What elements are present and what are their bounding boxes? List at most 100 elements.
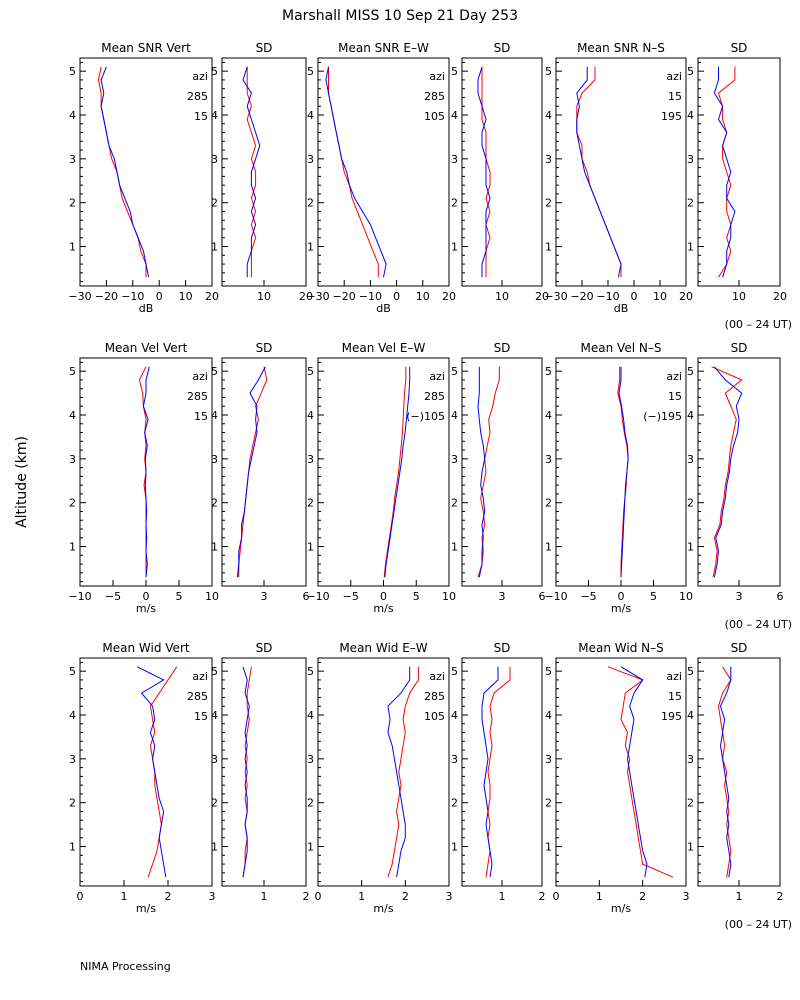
panel-frame	[555, 657, 687, 887]
series-line-blue	[325, 66, 387, 278]
series-line-blue	[387, 666, 411, 878]
x-tick-label: 2	[639, 890, 646, 903]
x-tick-label: 3	[736, 590, 743, 603]
panel-r0-c1: SD 1 2 3 4 5 10 20	[211, 41, 313, 303]
legend-red: 285	[424, 690, 445, 703]
x-tick-label: −5	[105, 590, 121, 603]
x-tick-label: 10	[679, 590, 693, 603]
y-tick-label: 3	[211, 453, 218, 466]
x-tick-label: −10	[359, 290, 382, 303]
panel-r1-c5: SD 1 2 3 4 5 3 6	[687, 341, 784, 603]
x-tick-label: 0	[553, 890, 560, 903]
x-axis-label: m/s	[611, 602, 631, 615]
x-axis-label: dB	[139, 302, 154, 315]
legend-red: 285	[424, 390, 445, 403]
x-tick-label: 0	[156, 290, 163, 303]
y-tick-label: 4	[69, 109, 76, 122]
x-tick-label: 6	[777, 590, 784, 603]
y-tick-label: 5	[211, 365, 218, 378]
x-axis-label: dB	[376, 302, 391, 315]
panel-title: Mean SNR N–S	[577, 41, 665, 55]
panel-r2-c3: SD 1 2 3 4 5 1 2	[451, 641, 546, 903]
x-tick-label: −10	[68, 590, 91, 603]
y-tick-label: 3	[69, 753, 76, 766]
y-tick-label: 2	[69, 497, 76, 510]
legend-head: azi	[429, 370, 445, 383]
y-tick-label: 1	[451, 841, 458, 854]
y-tick-label: 2	[687, 197, 694, 210]
x-tick-label: 3	[446, 890, 453, 903]
legend-blue: 15	[194, 710, 208, 723]
panel-r2-c1: SD 1 2 3 4 5 1 2	[211, 641, 310, 903]
series-line-blue	[713, 66, 736, 278]
panel-r1-c1: SD 1 2 3 4 5 3 6	[211, 341, 310, 603]
x-tick-label: −10	[121, 290, 144, 303]
legend-red: 285	[424, 90, 445, 103]
x-tick-label: 10	[653, 290, 667, 303]
y-tick-label: 2	[211, 197, 218, 210]
x-tick-label: 1	[358, 890, 365, 903]
y-tick-label: 3	[687, 753, 694, 766]
y-tick-label: 1	[211, 241, 218, 254]
x-tick-label: 6	[303, 590, 310, 603]
x-tick-label: 10	[442, 590, 456, 603]
panel-r1-c2: Mean Vel E–W 1 2 3 4 5 −10 −5 0 5 10 m/s azi 285 (−)10…	[306, 341, 456, 615]
y-tick-label: 3	[307, 753, 314, 766]
x-tick-label: 2	[165, 890, 172, 903]
legend-red: 285	[187, 390, 208, 403]
figure-title: Marshall MISS 10 Sep 21 Day 253	[282, 8, 518, 24]
x-tick-label: 20	[679, 290, 693, 303]
legend-blue: 105	[424, 710, 445, 723]
panel-title: Mean Vel E–W	[342, 341, 426, 355]
y-tick-label: 2	[307, 197, 314, 210]
series-line-blue	[384, 366, 411, 578]
panel-frame	[221, 57, 307, 287]
y-tick-label: 5	[451, 365, 458, 378]
x-tick-label: 2	[303, 890, 310, 903]
y-tick-label: 4	[451, 409, 458, 422]
panel-title: Mean Vel Vert	[105, 341, 188, 355]
legend-head: azi	[666, 70, 682, 83]
x-tick-label: 0	[380, 590, 387, 603]
series-line-red	[481, 66, 491, 278]
legend-red: 285	[187, 690, 208, 703]
panel-frame	[697, 657, 781, 887]
y-tick-label: 1	[307, 541, 314, 554]
y-tick-label: 2	[451, 797, 458, 810]
panel-frame	[697, 57, 781, 287]
legend-red: 15	[668, 690, 682, 703]
panel-title: Mean Wid N–S	[578, 641, 663, 655]
x-tick-label: 1	[736, 890, 743, 903]
panel-r0-c5: SD 1 2 3 4 5 10 20	[687, 41, 787, 303]
y-tick-label: 1	[687, 841, 694, 854]
series-line-blue	[100, 66, 150, 278]
y-tick-label: 1	[69, 841, 76, 854]
series-line-red	[576, 66, 622, 278]
panel-title: SD	[494, 341, 511, 355]
x-tick-label: −5	[343, 590, 359, 603]
y-tick-label: 5	[687, 365, 694, 378]
y-tick-label: 2	[69, 197, 76, 210]
y-tick-label: 1	[545, 541, 552, 554]
legend-red: 15	[668, 390, 682, 403]
panel-frame	[461, 657, 543, 887]
x-axis-label: m/s	[373, 902, 393, 915]
x-tick-label: −20	[333, 290, 356, 303]
x-tick-label: 6	[539, 590, 546, 603]
y-tick-label: 5	[687, 65, 694, 78]
panel-title: Mean Wid Vert	[102, 641, 189, 655]
y-tick-label: 1	[687, 241, 694, 254]
x-tick-label: −5	[580, 590, 596, 603]
series-line-blue	[236, 366, 266, 578]
legend-blue: 195	[661, 110, 682, 123]
panel-frame	[697, 357, 781, 587]
panel-title: SD	[731, 41, 748, 55]
series-line-red	[328, 66, 379, 278]
x-tick-label: 20	[773, 290, 787, 303]
y-tick-label: 2	[307, 497, 314, 510]
y-tick-label: 2	[451, 497, 458, 510]
y-tick-label: 4	[451, 109, 458, 122]
